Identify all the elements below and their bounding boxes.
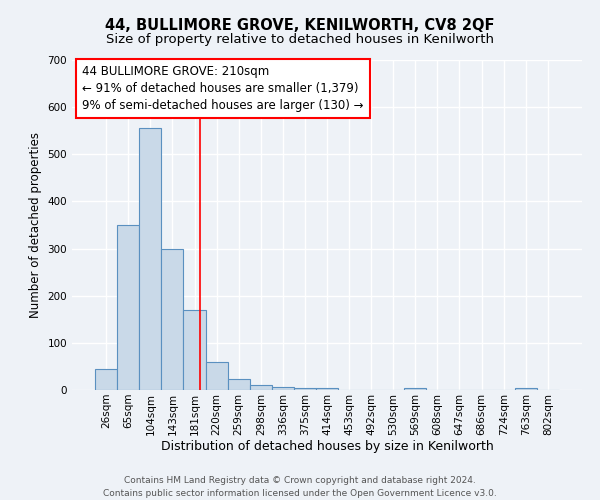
Bar [272,386,294,390]
Bar [184,310,206,390]
Bar [139,128,161,390]
Text: 44 BULLIMORE GROVE: 210sqm
← 91% of detached houses are smaller (1,379)
9% of se: 44 BULLIMORE GROVE: 210sqm ← 91% of deta… [82,65,364,112]
Text: Size of property relative to detached houses in Kenilworth: Size of property relative to detached ho… [106,32,494,46]
X-axis label: Distribution of detached houses by size in Kenilworth: Distribution of detached houses by size … [161,440,493,454]
Y-axis label: Number of detached properties: Number of detached properties [29,132,42,318]
Bar [515,388,537,390]
Bar [117,225,139,390]
Bar [161,248,184,390]
Bar [95,369,117,390]
Bar [404,388,427,390]
Bar [316,388,338,390]
Text: 44, BULLIMORE GROVE, KENILWORTH, CV8 2QF: 44, BULLIMORE GROVE, KENILWORTH, CV8 2QF [105,18,495,32]
Bar [294,388,316,390]
Text: Contains HM Land Registry data © Crown copyright and database right 2024.
Contai: Contains HM Land Registry data © Crown c… [103,476,497,498]
Bar [227,379,250,390]
Bar [250,386,272,390]
Bar [206,362,227,390]
